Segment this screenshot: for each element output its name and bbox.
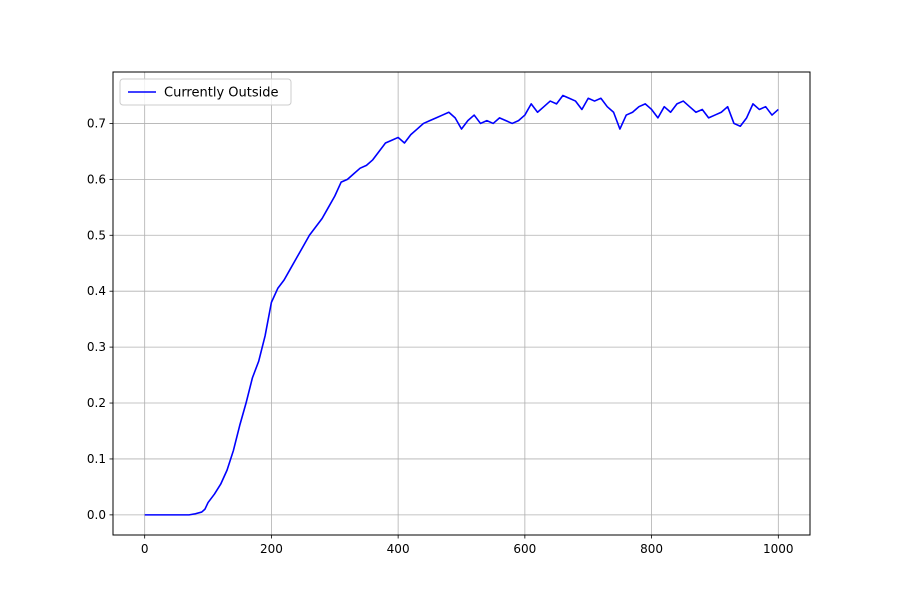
x-tick-label: 1000	[763, 542, 794, 556]
y-tick-label: 0.6	[87, 172, 106, 186]
y-tick-label: 0.7	[87, 116, 106, 130]
plot-frame	[112, 71, 811, 536]
axes: 0 200 400 600 800 1000 0.0 0.1 0.2 0.3 0.4 0.5 0.6 0.…	[87, 116, 794, 556]
series-layer	[144, 94, 779, 516]
y-tick-label: 0.0	[87, 508, 106, 522]
y-tick-label: 0.5	[87, 228, 106, 242]
x-tick-label: 600	[513, 542, 536, 556]
y-tick-label: 0.2	[87, 396, 106, 410]
grid	[113, 72, 810, 535]
series-line-0	[144, 94, 779, 516]
x-tick-label: 200	[260, 542, 283, 556]
x-tick-label: 800	[640, 542, 663, 556]
x-tick-label: 400	[387, 542, 410, 556]
y-tick-label: 0.4	[87, 284, 106, 298]
y-tick-label: 0.1	[87, 452, 106, 466]
legend: Currently Outside	[119, 78, 292, 106]
y-tick-label: 0.3	[87, 340, 106, 354]
x-tick-label: 0	[141, 542, 149, 556]
legend-label: Currently Outside	[164, 86, 278, 101]
legend-box	[119, 78, 292, 106]
